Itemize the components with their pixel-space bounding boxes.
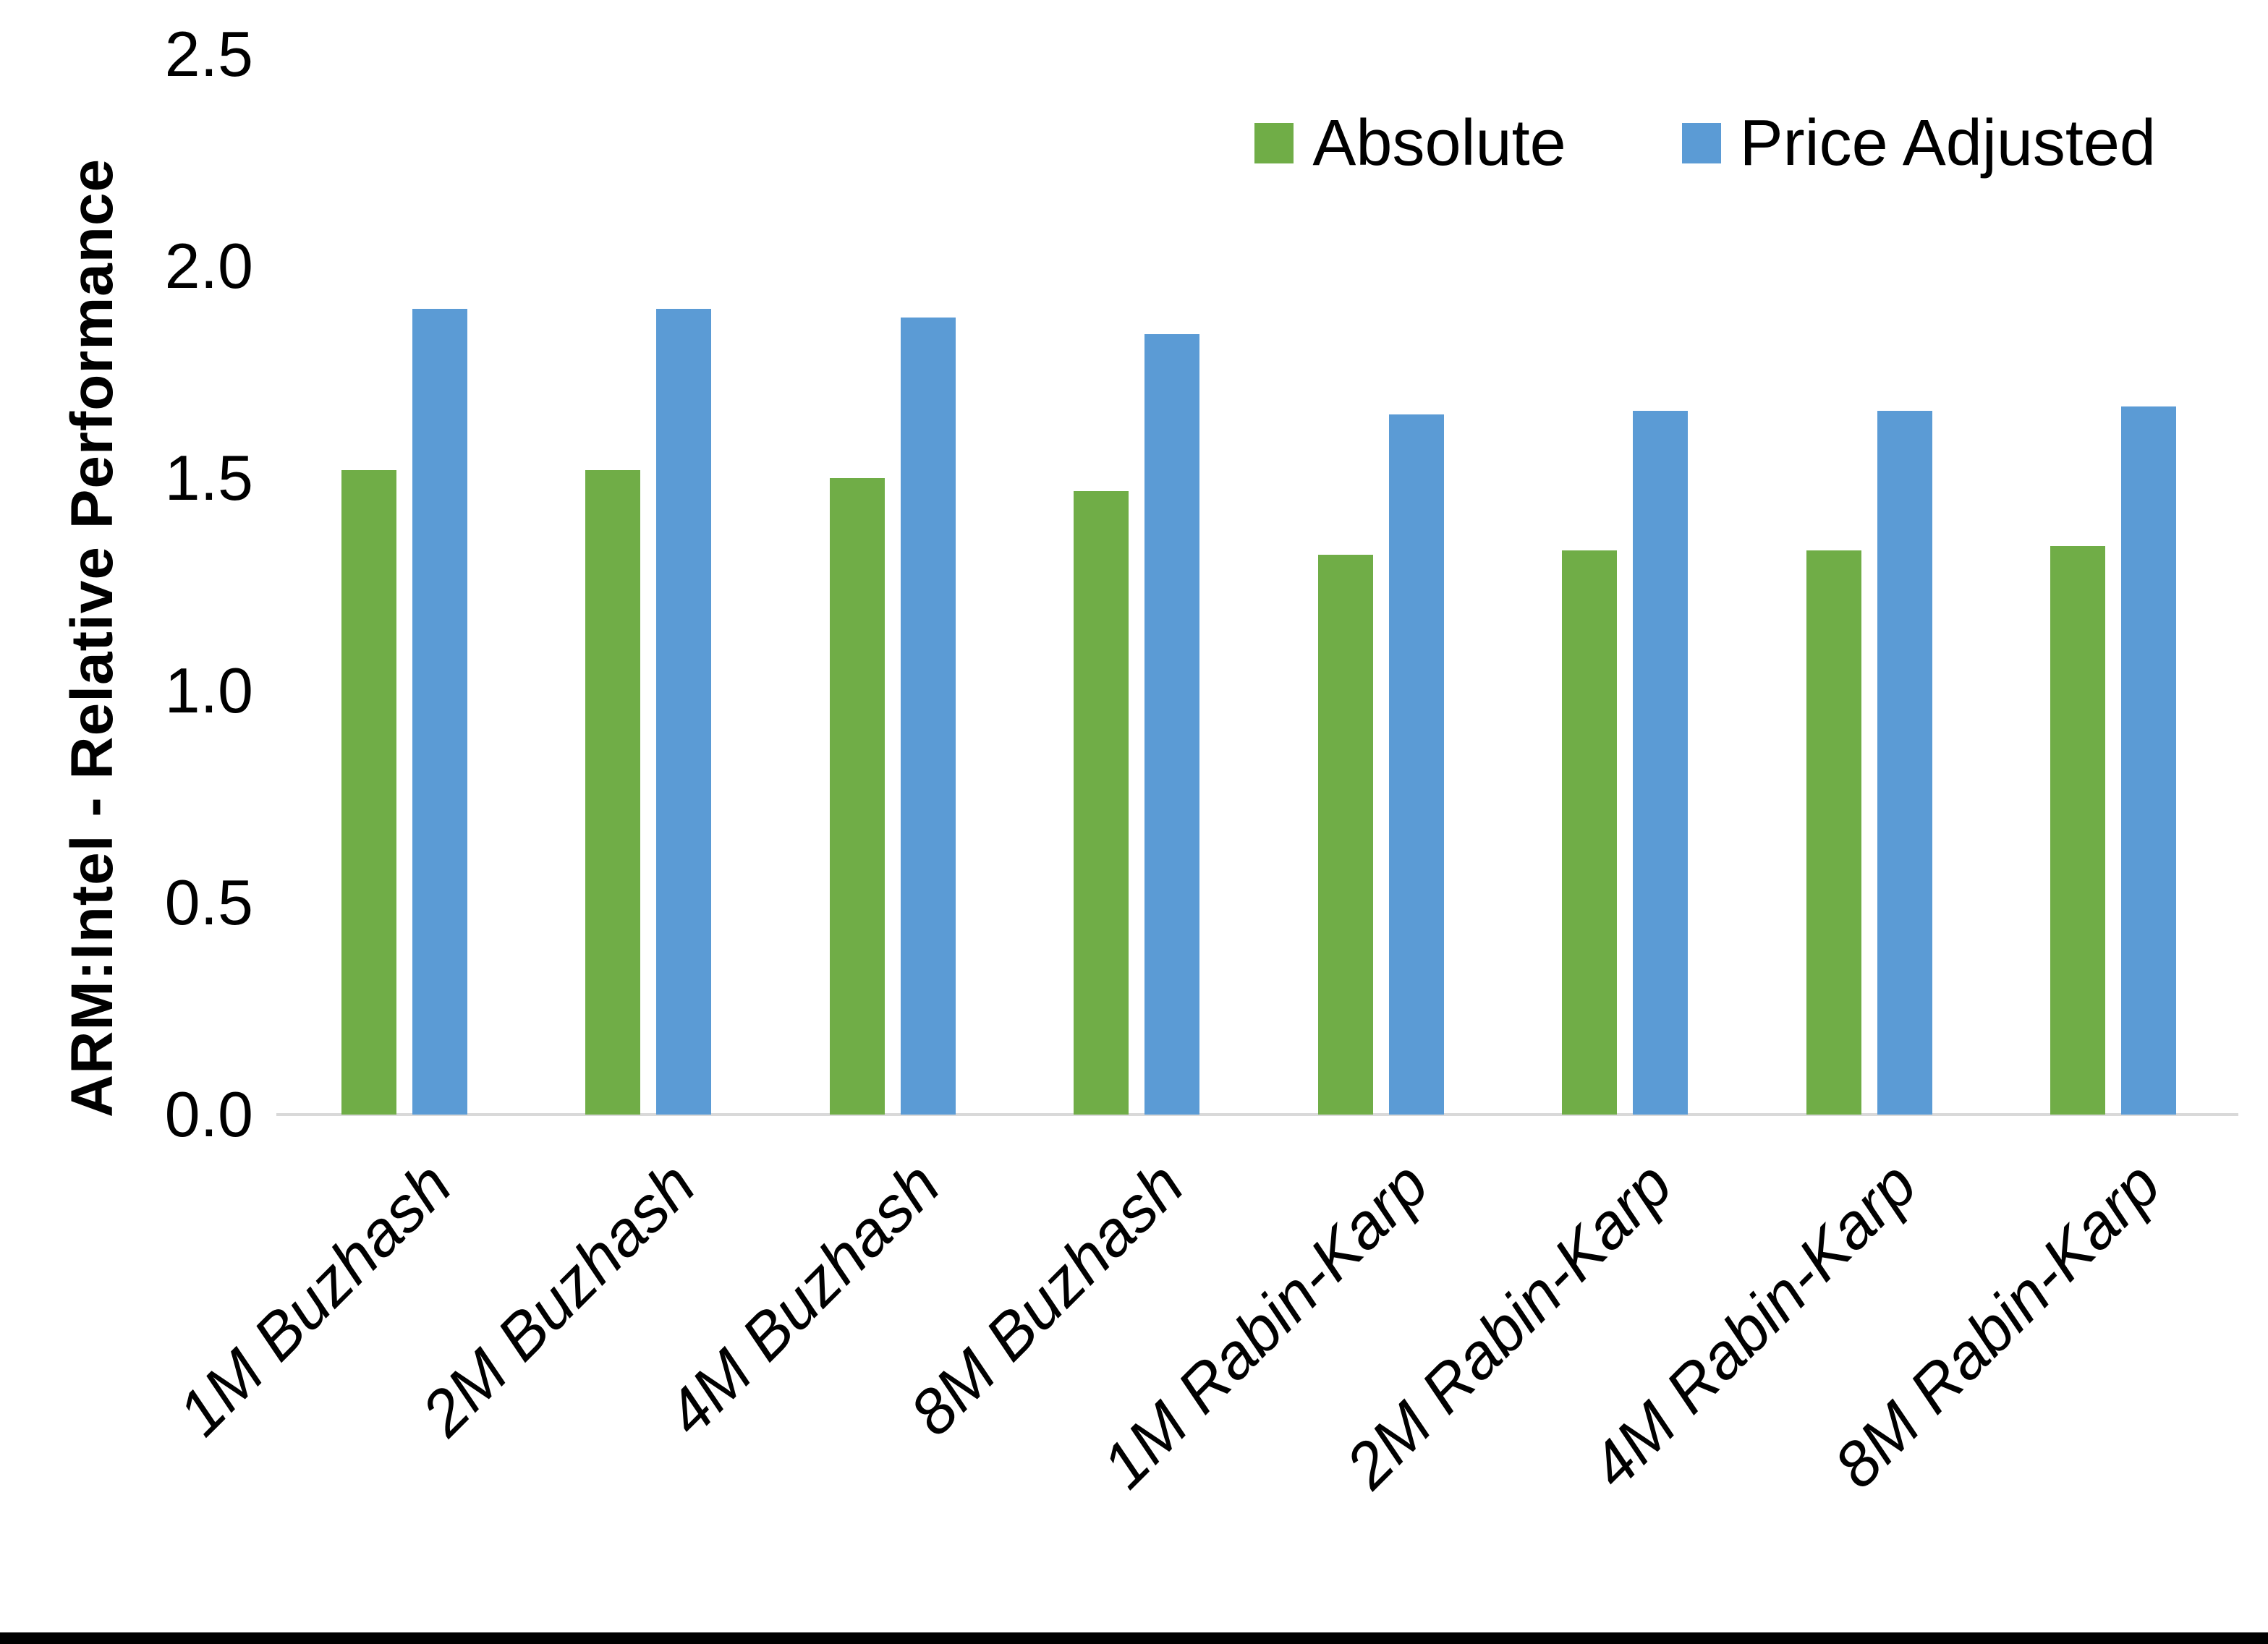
bar-price-adjusted bbox=[900, 318, 956, 1115]
bar-absolute bbox=[2050, 546, 2106, 1115]
bar-price-adjusted bbox=[2121, 406, 2177, 1115]
bar-price-adjusted bbox=[412, 309, 467, 1115]
price-adjusted-series-swatch-icon bbox=[1681, 123, 1721, 163]
plot-area bbox=[282, 54, 2235, 1115]
bar-absolute bbox=[1806, 550, 1861, 1115]
bar-absolute bbox=[585, 470, 641, 1115]
bar-price-adjusted bbox=[1388, 414, 1444, 1115]
y-tick-label: 1.5 bbox=[164, 442, 253, 514]
bar-absolute bbox=[1562, 550, 1618, 1115]
legend: Absolute Price Adjusted bbox=[1254, 108, 2156, 178]
legend-item-absolute: Absolute bbox=[1254, 108, 1566, 178]
bar-absolute bbox=[1317, 555, 1373, 1115]
bar-absolute bbox=[829, 478, 885, 1115]
legend-label-absolute: Absolute bbox=[1312, 107, 1566, 179]
bar-absolute bbox=[341, 470, 396, 1115]
bar-absolute bbox=[1074, 491, 1129, 1115]
bar-price-adjusted bbox=[1633, 411, 1689, 1115]
y-tick-label: 0.5 bbox=[164, 866, 253, 938]
absolute-series-swatch-icon bbox=[1254, 123, 1294, 163]
y-tick-label: 1.0 bbox=[164, 654, 253, 726]
legend-label-price-adjusted: Price Adjusted bbox=[1739, 107, 2156, 179]
legend-item-price-adjusted: Price Adjusted bbox=[1681, 107, 2156, 179]
x-axis-line bbox=[276, 1113, 2238, 1116]
y-tick-label: 2.5 bbox=[164, 18, 253, 90]
bar-price-adjusted bbox=[656, 309, 712, 1115]
y-tick-label: 0.0 bbox=[164, 1078, 253, 1150]
bottom-border bbox=[0, 1632, 2268, 1644]
bar-price-adjusted bbox=[1877, 411, 1932, 1115]
bar-price-adjusted bbox=[1144, 334, 1200, 1115]
y-tick-label: 2.0 bbox=[164, 230, 253, 302]
